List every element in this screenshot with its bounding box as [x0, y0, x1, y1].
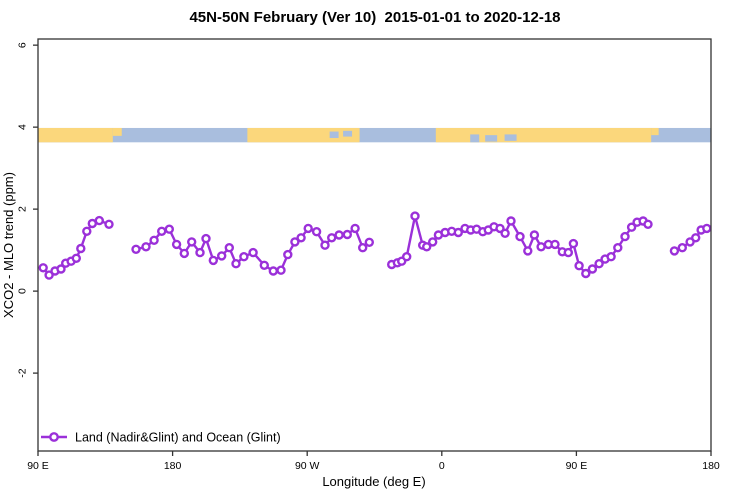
data-point-marker [422, 242, 432, 252]
data-point-marker [290, 237, 300, 247]
plot-generated-content: 90 E 180 90 W 0 90 E 180 6 4 2 0 -2 [16, 38, 720, 472]
data-point-marker [453, 227, 463, 238]
x-axis-title: Longitude (deg E) [322, 474, 425, 489]
data-point-marker [643, 219, 653, 230]
data-point-marker [104, 219, 114, 230]
y-tick-label: 0 [17, 288, 29, 294]
surface-band-land [247, 127, 360, 143]
chart-title: 45N-50N February (Ver 10) 2015-01-01 to … [189, 9, 561, 26]
data-point-marker [523, 246, 533, 256]
surface-band-speck-ocean [485, 135, 498, 142]
surface-band-speck-ocean [504, 134, 517, 141]
data-point-marker [620, 231, 630, 242]
data-point-marker [201, 233, 211, 244]
surface-band-land [38, 127, 113, 143]
data-point-marker [149, 235, 159, 246]
data-point-marker [515, 231, 525, 242]
y-tick-label: 4 [16, 124, 28, 130]
data-point-marker [606, 252, 616, 262]
data-point-marker [259, 260, 269, 270]
surface-band-land [435, 127, 652, 143]
data-point-marker [156, 226, 167, 237]
data-point-marker [568, 238, 579, 249]
data-point-marker [626, 222, 637, 232]
data-point-marker [574, 261, 584, 271]
surface-band-speck-ocean [329, 131, 339, 139]
data-point-marker [702, 223, 712, 234]
data-point-marker [216, 251, 227, 261]
data-point-marker [94, 215, 105, 226]
data-point-marker [283, 249, 293, 260]
data-point-marker [594, 259, 604, 269]
data-point-marker [550, 239, 560, 250]
data-point-marker [334, 230, 344, 240]
x-tick-label: 0 [439, 460, 445, 472]
data-point-marker [171, 239, 182, 250]
data-point-marker [303, 223, 313, 234]
data-point-marker [38, 263, 48, 273]
data-point-marker [320, 240, 330, 250]
data-point-marker [587, 264, 598, 274]
data-point-marker [358, 242, 368, 253]
surface-band-speck-land [112, 127, 122, 136]
data-point-marker [195, 247, 205, 258]
y-axis-title: XCO2 - MLO trend (ppm) [1, 172, 16, 318]
data-point-marker [327, 233, 337, 243]
data-point-marker [179, 248, 190, 259]
data-point-marker [231, 259, 241, 269]
data-point-marker [248, 247, 258, 258]
data-point-marker [276, 265, 286, 275]
data-point-marker [56, 264, 66, 274]
y-tick-label: 6 [17, 42, 29, 48]
data-point-marker [82, 226, 92, 237]
data-point-marker [581, 268, 591, 279]
x-tick-label: 90 W [295, 460, 320, 472]
surface-band-speck-ocean [343, 130, 353, 137]
data-point-marker [208, 255, 219, 266]
data-point-marker [239, 252, 249, 262]
x-tick-label: 90 E [27, 460, 49, 472]
data-point-marker [364, 237, 374, 248]
data-point-marker [563, 247, 573, 258]
data-point-marker [131, 244, 141, 255]
data-point-marker [342, 229, 352, 240]
data-point-marker [224, 242, 235, 253]
data-point-marker [186, 237, 197, 247]
data-point-marker [536, 242, 546, 252]
data-point-marker [296, 233, 306, 243]
legend-marker-icon [49, 432, 59, 442]
data-point-marker [529, 230, 540, 240]
data-point-marker [500, 228, 510, 239]
y-tick-label: -2 [17, 368, 29, 377]
data-point-marker [410, 211, 420, 221]
data-point-marker [44, 270, 54, 280]
data-point-marker [71, 253, 82, 263]
data-point-marker [311, 226, 322, 237]
surface-band-speck-land [651, 127, 659, 136]
data-point-marker [428, 237, 438, 247]
data-point-marker [669, 246, 680, 256]
x-tick-label: 180 [164, 460, 182, 472]
data-point-marker [76, 243, 86, 254]
data-point-marker [613, 242, 623, 253]
x-tick-label: 180 [702, 460, 720, 472]
data-point-marker [268, 266, 278, 276]
data-point-marker [350, 223, 360, 234]
data-point-marker [164, 224, 175, 234]
legend-label: Land (Nadir&Glint) and Ocean (Glint) [75, 431, 281, 445]
data-point-marker [506, 216, 516, 226]
data-point-marker [141, 242, 151, 252]
x-tick-label: 90 E [566, 460, 588, 472]
plot-border [37, 38, 712, 452]
legend: Land (Nadir&Glint) and Ocean (Glint) [41, 431, 281, 445]
data-point-marker [677, 242, 687, 253]
y-tick-label: 2 [17, 206, 29, 212]
data-point-marker [402, 252, 412, 262]
surface-band-speck-ocean [470, 134, 480, 143]
data-point-marker [691, 233, 701, 243]
